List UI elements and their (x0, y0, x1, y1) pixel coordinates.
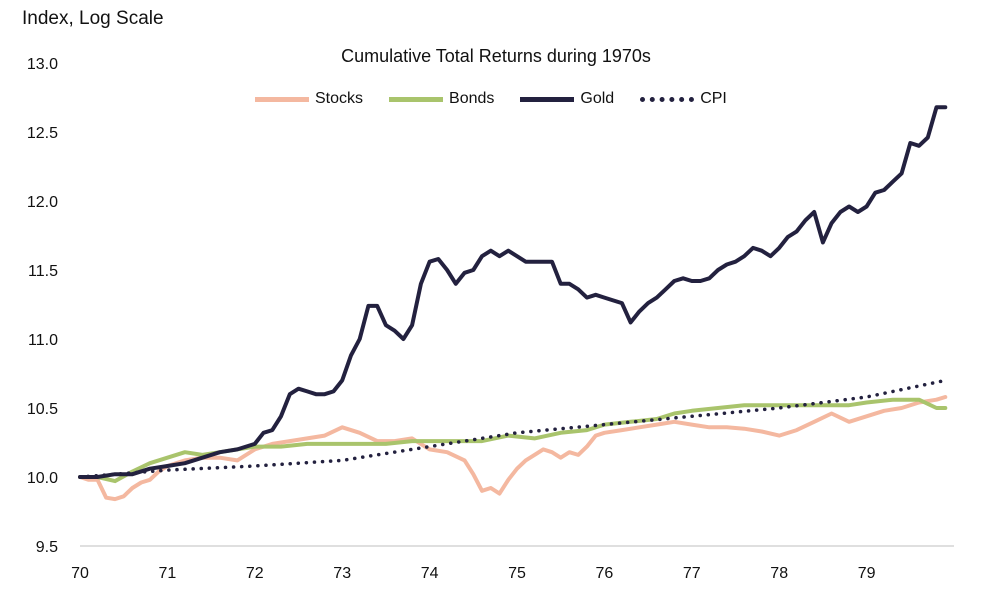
legend-swatch-cpi (640, 96, 695, 102)
x-tick-label: 74 (421, 565, 439, 582)
series-line-bonds (78, 397, 948, 484)
series-line-cpi (78, 378, 948, 479)
x-tick-label: 79 (858, 565, 876, 582)
y-tick-labels: 9.5 10.0 10.5 11.0 11.5 12.0 12.5 13.0 (27, 56, 58, 556)
x-tick-label: 71 (159, 565, 177, 582)
x-tick-label: 70 (71, 565, 89, 582)
legend-label-stocks: Stocks (315, 90, 364, 107)
legend-item-cpi: CPI (640, 90, 727, 108)
x-tick-label: 77 (683, 565, 701, 582)
series-line-gold (78, 105, 948, 479)
legend-item-gold: Gold (520, 90, 614, 108)
y-tick-label: 12.5 (27, 125, 58, 142)
y-tick-label: 13.0 (27, 56, 58, 73)
x-tick-label: 78 (770, 565, 788, 582)
x-tick-label: 73 (333, 565, 351, 582)
y-tick-label: 10.0 (27, 470, 58, 487)
x-tick-labels: 70 71 72 73 74 75 76 77 78 79 (71, 565, 875, 582)
x-tick-label: 72 (246, 565, 264, 582)
legend-item-bonds: Bonds (389, 90, 494, 108)
x-tick-label: 76 (596, 565, 614, 582)
y-tick-label: 12.0 (27, 194, 58, 211)
legend-label-cpi: CPI (700, 90, 727, 107)
y-tick-label: 10.5 (27, 401, 58, 418)
x-tick-label: 75 (508, 565, 526, 582)
legend-swatch-stocks (255, 96, 309, 102)
y-tick-label: 11.0 (28, 332, 58, 349)
legend-swatch-bonds (389, 96, 444, 102)
series-lines (78, 105, 948, 502)
y-axis-label: Index, Log Scale (22, 8, 164, 29)
legend-label-gold: Gold (580, 90, 615, 107)
y-tick-label: 9.5 (36, 539, 58, 556)
legend-item-stocks: Stocks (255, 90, 363, 108)
legend-label-bonds: Bonds (449, 90, 495, 107)
legend-swatch-gold (520, 96, 575, 102)
series-line-stocks (78, 395, 948, 502)
chart-title: Cumulative Total Returns during 1970s (341, 46, 651, 66)
legend: Stocks Bonds Gold CPI (255, 90, 753, 108)
y-tick-label: 11.5 (28, 263, 58, 280)
